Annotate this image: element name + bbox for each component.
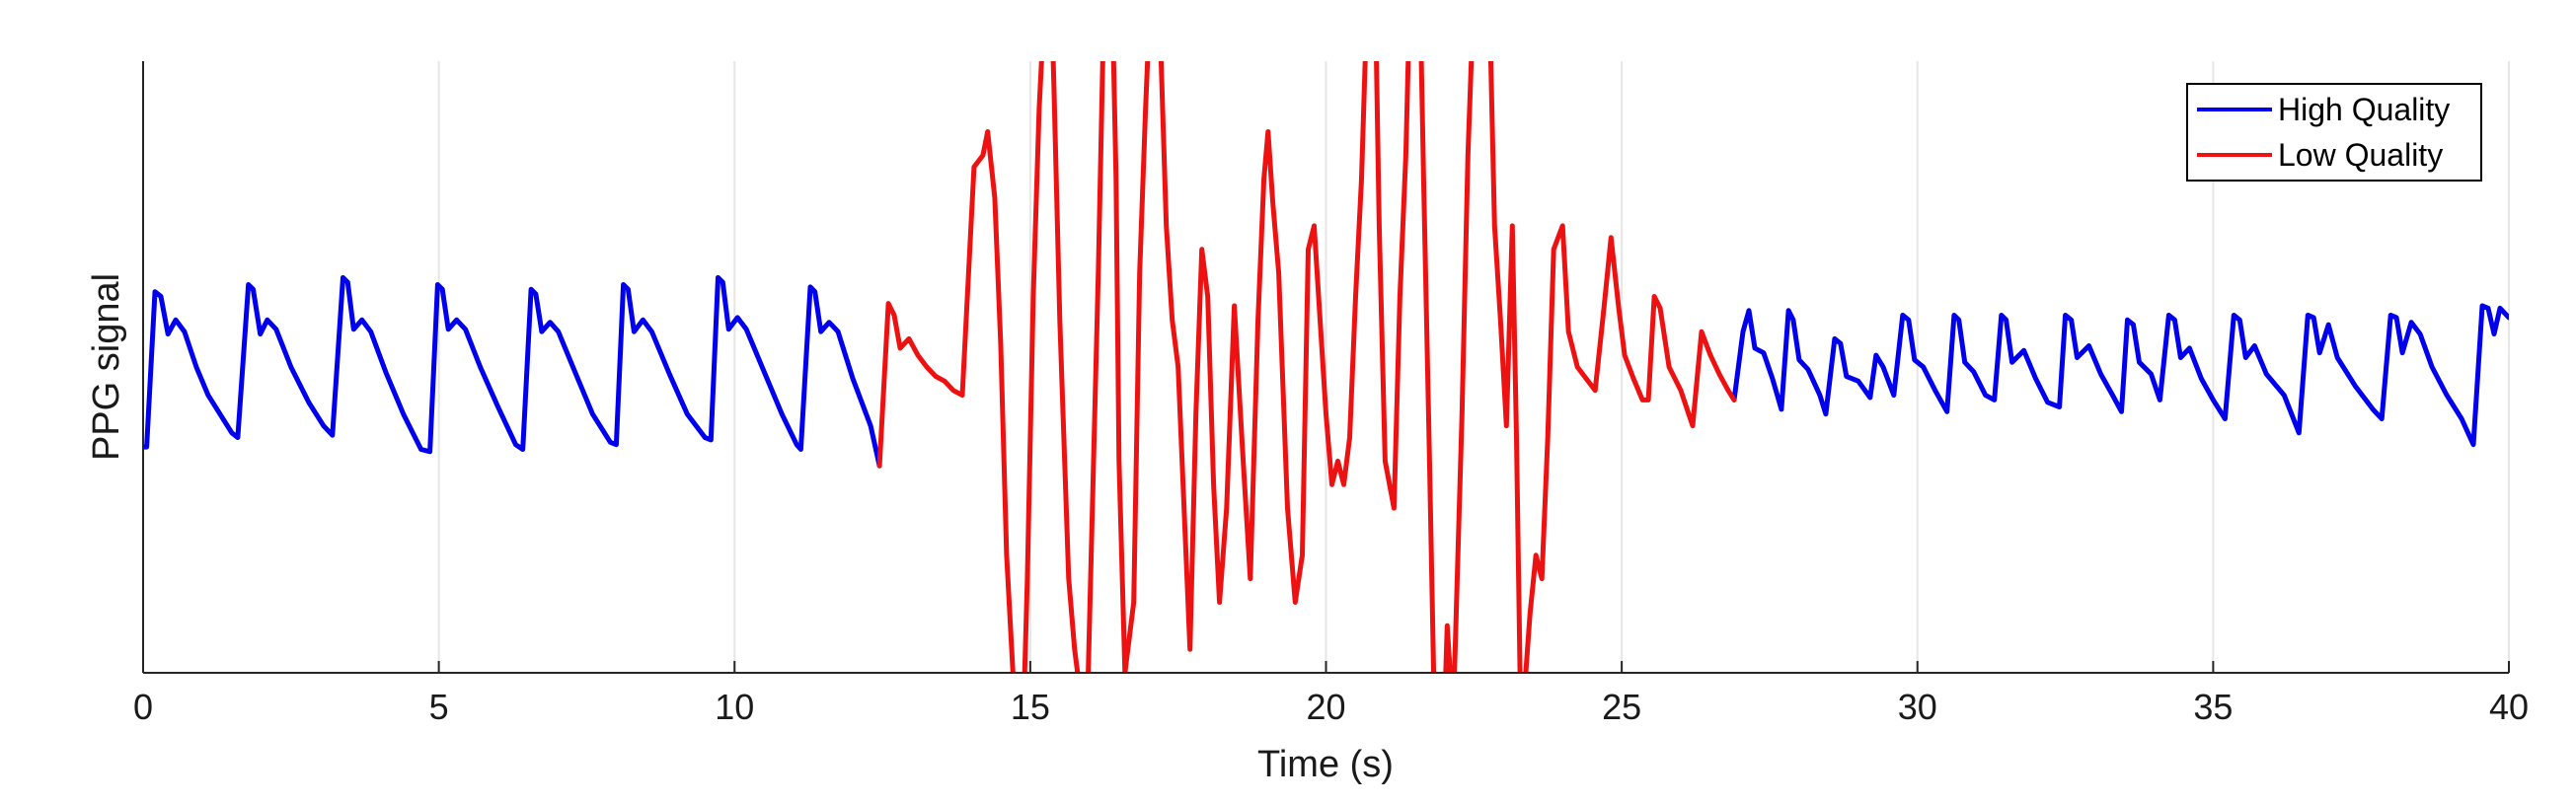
legend: High Quality Low Quality: [2186, 83, 2482, 182]
x-tick-label: 25: [1602, 687, 1641, 727]
legend-label-high-quality: High Quality: [2278, 92, 2450, 127]
x-tick-label: 0: [133, 687, 153, 727]
y-axis-label: PPG signal: [86, 273, 127, 461]
series-line-low-quality: [876, 61, 1737, 673]
legend-box: [2186, 83, 2482, 182]
x-tick-label: 15: [1011, 687, 1050, 727]
x-tick-label: 5: [429, 687, 449, 727]
series-layer: [143, 61, 2509, 673]
x-tick-label: 30: [1898, 687, 1937, 727]
legend-label-low-quality: Low Quality: [2278, 137, 2443, 173]
x-tick-label: 10: [715, 687, 754, 727]
x-tick-label: 40: [2489, 687, 2529, 727]
series-line-high-quality: [1731, 303, 2509, 448]
axes: 0 5 10 15 20 25 30 35 40: [133, 61, 2529, 727]
series-line-high-quality: [143, 274, 882, 469]
x-tick-label: 20: [1306, 687, 1345, 727]
x-axis-label: Time (s): [1257, 744, 1394, 785]
x-tick-label: 35: [2193, 687, 2233, 727]
